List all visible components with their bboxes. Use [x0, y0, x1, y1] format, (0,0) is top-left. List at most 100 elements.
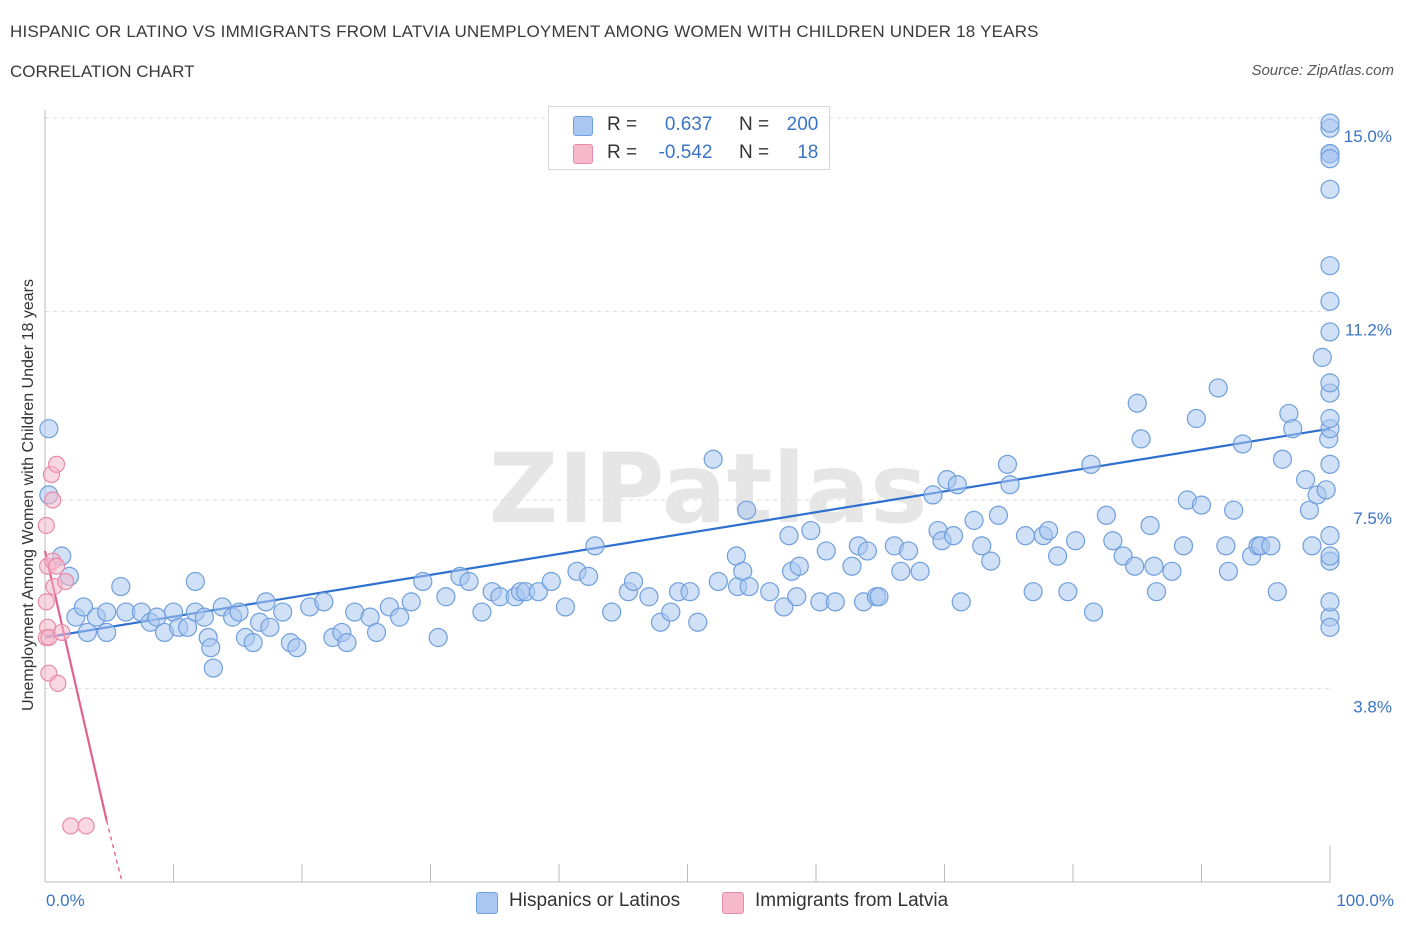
latvia-point [44, 491, 62, 509]
hispanic-point [1261, 536, 1281, 556]
hispanic-point [1320, 149, 1340, 169]
hispanic-point [1140, 515, 1160, 536]
hispanic-point [703, 449, 723, 469]
hispanic-point [578, 566, 599, 587]
hispanic-point [789, 556, 809, 576]
latvia-point [37, 593, 55, 611]
hispanic-point [842, 556, 862, 576]
hispanic-point [760, 582, 780, 602]
hispanic-point [1047, 546, 1068, 566]
hispanic-point [1224, 500, 1244, 520]
hispanic-point [1023, 582, 1043, 602]
hispanic-point [1302, 536, 1322, 556]
latvia-point [77, 817, 95, 835]
hispanic-point [1320, 592, 1340, 612]
hispanic-point [203, 658, 223, 678]
hispanic-point [1216, 536, 1236, 556]
latvia-trend-extension [106, 820, 123, 883]
hispanic-point [1320, 322, 1340, 342]
hispanic-point [997, 454, 1018, 474]
hispanic-point [779, 526, 799, 546]
hispanic-point [1320, 408, 1340, 429]
legend-swatch-blue [476, 892, 498, 914]
legend-swatch-pink [722, 892, 744, 914]
hispanic-point [366, 622, 387, 643]
y-tick-label: 15.0% [1344, 127, 1392, 146]
hispanic-point [428, 627, 448, 648]
hispanic-point [1312, 347, 1332, 367]
hispanic-point [185, 571, 205, 592]
hispanic-point [1208, 378, 1228, 398]
hispanic-point [229, 602, 249, 622]
hispanic-point [256, 592, 276, 612]
hispanic-point [528, 582, 549, 602]
hispanic-point [680, 582, 700, 602]
hispanic-point [964, 510, 984, 530]
hispanic-point [1065, 531, 1086, 551]
hispanic-point [1125, 556, 1145, 576]
hispanic-point [1058, 582, 1078, 602]
legend-r-label: R = [607, 114, 638, 135]
correlation-legend: R = 0.637 N = 200 R = -0.542 N = 18 [548, 106, 830, 170]
hispanic-point [194, 607, 214, 627]
hispanic-point [1081, 454, 1101, 474]
hispanic-point [1316, 480, 1336, 500]
hispanic-point [413, 571, 433, 592]
hispanic-point [1127, 393, 1147, 413]
hispanic-point [1083, 602, 1104, 622]
hispanic-point [816, 541, 836, 561]
latvia-point [56, 572, 75, 591]
hispanic-point [1320, 526, 1340, 546]
hispanic-point [97, 602, 117, 622]
hispanic-point [981, 551, 1001, 571]
legend-n-label: N = [738, 142, 770, 163]
source-label: Source: ZipAtlas.com [1251, 62, 1394, 79]
hispanic-point [1000, 475, 1020, 495]
watermark: ZIPatlas [489, 433, 928, 545]
x-tick-min: 0.0% [46, 891, 85, 910]
hispanic-point [1173, 536, 1194, 556]
hispanic-point [585, 536, 605, 556]
hispanic-point [1320, 113, 1340, 133]
hispanic-point [436, 587, 456, 607]
legend-n-value: 200 [786, 114, 819, 135]
y-tick-label: 7.5% [1353, 509, 1392, 528]
hispanic-point [1146, 582, 1167, 602]
hispanic-point [787, 587, 807, 607]
hispanic-point [178, 617, 198, 637]
legend-n-label: N = [738, 114, 770, 135]
hispanic-point [739, 576, 759, 597]
hispanic-point [1131, 429, 1151, 449]
chart-subtitle: CORRELATION CHART [10, 62, 195, 81]
hispanic-point [472, 602, 492, 622]
hispanic-point [951, 592, 971, 612]
hispanic-point [869, 587, 889, 607]
hispanic-point [243, 633, 263, 653]
hispanic-point [1191, 495, 1212, 515]
hispanic-point [972, 536, 992, 556]
hispanic-point [541, 571, 561, 592]
hispanic-point [287, 638, 307, 658]
hispanic-point [1233, 434, 1253, 454]
hispanic-point [688, 612, 708, 632]
hispanic-point [1299, 500, 1320, 520]
hispanic-point [737, 500, 757, 520]
hispanic-point [943, 526, 964, 546]
hispanic-point [988, 505, 1009, 525]
legend-r-value: 0.637 [664, 114, 713, 135]
hispanic-point [1320, 179, 1340, 199]
data-points [37, 113, 1340, 835]
legend-swatch-pink [573, 144, 593, 164]
hispanic-point [1320, 256, 1340, 276]
hispanic-point [910, 561, 930, 581]
hispanic-point [273, 602, 293, 622]
latvia-point [53, 623, 71, 642]
legend-label-latvia: Immigrants from Latvia [755, 890, 949, 911]
hispanic-point [774, 597, 794, 617]
hispanic-point [898, 541, 919, 561]
hispanic-point [661, 602, 681, 622]
hispanic-point [39, 419, 59, 439]
y-tick-label: 11.2% [1345, 321, 1392, 340]
latvia-point [47, 455, 66, 473]
hispanic-point [1015, 526, 1036, 546]
